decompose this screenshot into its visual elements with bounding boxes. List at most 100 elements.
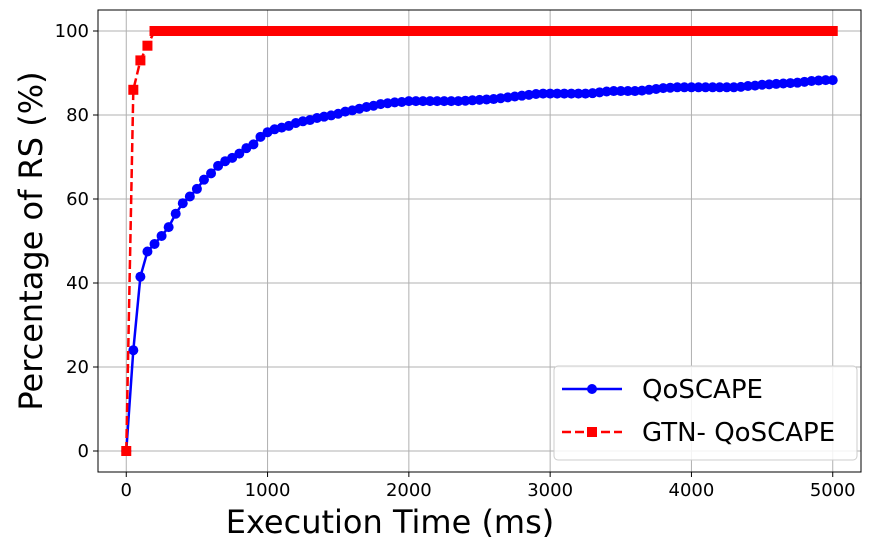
data-point: [686, 26, 697, 36]
data-point: [403, 96, 414, 107]
data-point: [672, 26, 683, 36]
data-point: [742, 26, 753, 36]
data-point: [417, 96, 428, 107]
data-point: [636, 26, 647, 36]
data-point: [531, 26, 542, 36]
data-point: [502, 26, 513, 36]
data-point: [262, 26, 273, 36]
data-point: [516, 26, 527, 36]
x-tick-label: 0: [121, 480, 132, 501]
data-point: [644, 26, 655, 36]
data-point: [142, 246, 153, 257]
y-tick-label: 100: [55, 21, 89, 42]
data-point: [622, 86, 633, 97]
data-point: [523, 26, 534, 36]
y-tick-label: 0: [78, 441, 89, 462]
data-point: [347, 26, 358, 36]
data-point: [488, 26, 499, 36]
data-point: [467, 26, 478, 36]
data-point: [410, 26, 421, 36]
data-point: [608, 86, 619, 97]
data-point: [460, 95, 471, 106]
data-point: [622, 26, 633, 36]
x-tick-label: 3000: [527, 480, 573, 501]
data-point: [170, 208, 181, 219]
data-point: [255, 26, 266, 36]
data-point: [778, 26, 789, 36]
data-point: [198, 26, 209, 36]
data-point: [573, 88, 584, 99]
data-point: [806, 75, 817, 86]
data-point: [693, 82, 704, 93]
data-point: [163, 26, 174, 36]
data-point: [248, 139, 259, 150]
data-point: [700, 26, 711, 36]
data-point: [813, 75, 824, 86]
data-point: [276, 26, 287, 36]
data-point: [601, 26, 612, 36]
data-point: [771, 26, 782, 36]
data-point: [771, 78, 782, 89]
data-point: [439, 96, 450, 107]
data-point: [460, 26, 471, 36]
data-point: [389, 26, 400, 36]
data-point: [481, 26, 492, 36]
data-point: [665, 26, 676, 36]
data-point: [559, 88, 570, 99]
y-tick-label: 80: [66, 105, 89, 126]
data-point: [156, 26, 167, 36]
data-point: [290, 26, 301, 36]
legend-box: [553, 365, 858, 461]
data-point: [679, 82, 690, 93]
data-point: [354, 26, 365, 36]
series-layer: [121, 26, 838, 456]
data-point: [163, 222, 174, 233]
data-point: [453, 96, 464, 107]
data-point: [545, 88, 556, 99]
data-point: [552, 88, 563, 99]
data-point: [728, 82, 739, 93]
data-point: [566, 26, 577, 36]
data-point: [538, 26, 549, 36]
data-point: [735, 26, 746, 36]
data-point: [312, 26, 323, 36]
data-point: [206, 168, 217, 179]
data-point: [184, 191, 195, 202]
data-point: [742, 81, 753, 92]
data-point: [439, 26, 450, 36]
data-point: [283, 26, 294, 36]
x-axis-title: Execution Time (ms): [226, 503, 555, 541]
legend-marker-qoscape: [587, 384, 597, 394]
legend: QoSCAPE GTN- QoSCAPE: [553, 365, 858, 461]
data-point: [559, 26, 570, 36]
data-point: [333, 26, 344, 36]
data-point: [799, 26, 810, 36]
data-point: [757, 26, 768, 36]
data-point: [672, 82, 683, 93]
data-point: [149, 26, 160, 36]
data-point: [121, 446, 132, 456]
data-point: [679, 26, 690, 36]
data-point: [177, 198, 188, 209]
data-point: [453, 26, 464, 36]
data-point: [234, 26, 245, 36]
data-point: [658, 83, 669, 94]
data-point: [721, 26, 732, 36]
data-point: [474, 26, 485, 36]
data-point: [417, 26, 428, 36]
data-point: [785, 78, 796, 89]
data-point: [827, 26, 838, 36]
data-point: [509, 26, 520, 36]
data-point: [481, 94, 492, 105]
data-point: [608, 26, 619, 36]
data-point: [248, 26, 259, 36]
data-point: [573, 26, 584, 36]
data-point: [241, 26, 252, 36]
data-point: [594, 26, 605, 36]
data-point: [319, 26, 330, 36]
legend-label-gtn-qoscape: GTN- QoSCAPE: [642, 418, 835, 448]
data-point: [213, 160, 224, 171]
data-point: [128, 84, 139, 95]
data-point: [538, 88, 549, 99]
